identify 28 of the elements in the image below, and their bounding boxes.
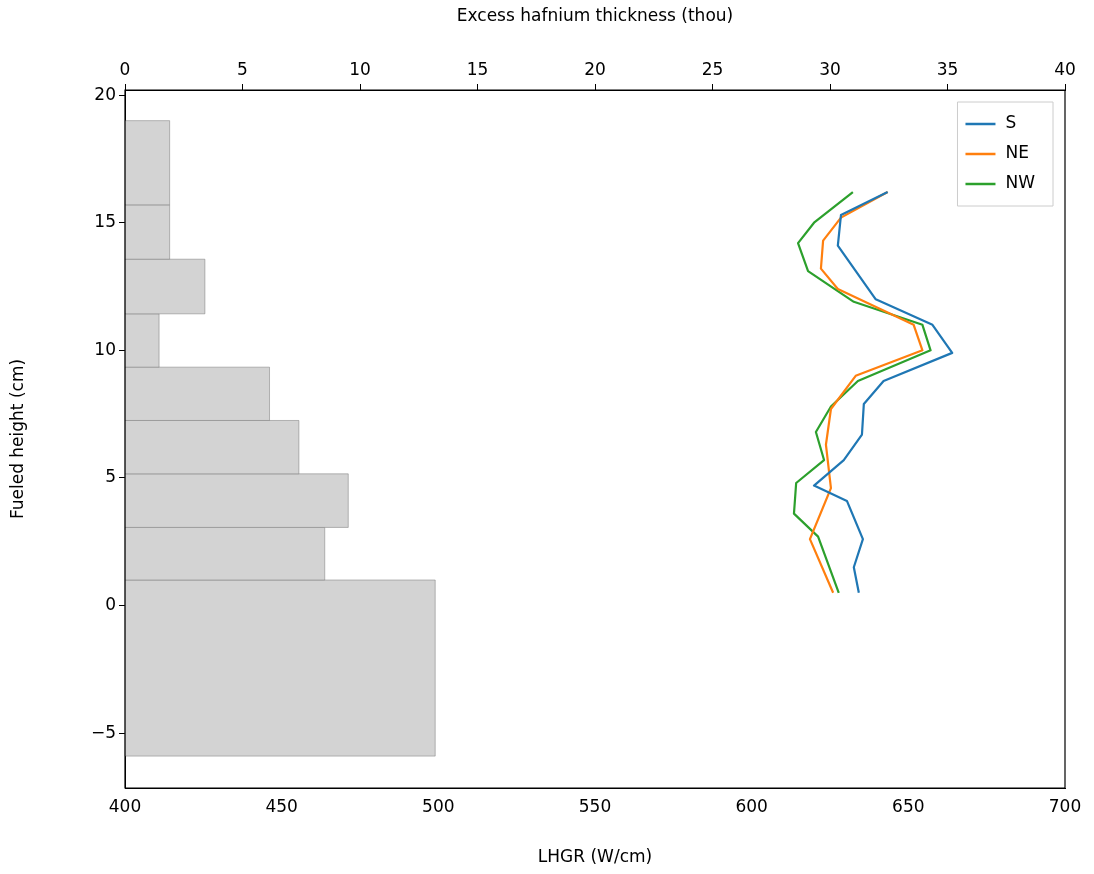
x-tick-label: 600: [735, 795, 768, 816]
y-tick-label: 10: [94, 338, 116, 359]
x2-tick-label: 40: [1054, 59, 1076, 80]
x-tick-label: 650: [892, 795, 925, 816]
x2-tick-label: 35: [936, 59, 959, 80]
x2-tick-label: 10: [349, 59, 371, 80]
y-tick-label: 20: [94, 83, 116, 104]
x2-tick-label: 30: [819, 59, 841, 80]
y-tick-label: 15: [94, 211, 116, 232]
y-axis-title: Fueled height (cm): [6, 358, 27, 520]
x-tick-label: 450: [265, 795, 298, 816]
x2-tick-label: 5: [237, 59, 248, 80]
x-tick-label: 700: [1048, 795, 1082, 816]
y-tick-label: 0: [105, 593, 116, 614]
y-tick-label: −5: [90, 721, 116, 742]
legend-label: S: [1005, 112, 1017, 133]
x2-tick-label: 15: [466, 59, 489, 80]
legend-label: NW: [1005, 172, 1036, 193]
x-tick-label: 500: [422, 795, 455, 816]
x2-tick-label: 25: [701, 59, 724, 80]
legend-label: NE: [1005, 142, 1029, 163]
x2-tick-label: 0: [119, 59, 131, 80]
x-tick-label: 400: [108, 795, 142, 816]
x-axis-title: LHGR (W/cm): [537, 846, 653, 867]
x-tick-label: 550: [578, 795, 612, 816]
x2-axis-title: Excess hafnium thickness (thou): [456, 4, 734, 25]
x2-tick-label: 20: [584, 59, 606, 80]
y-tick-label: 5: [105, 466, 116, 487]
